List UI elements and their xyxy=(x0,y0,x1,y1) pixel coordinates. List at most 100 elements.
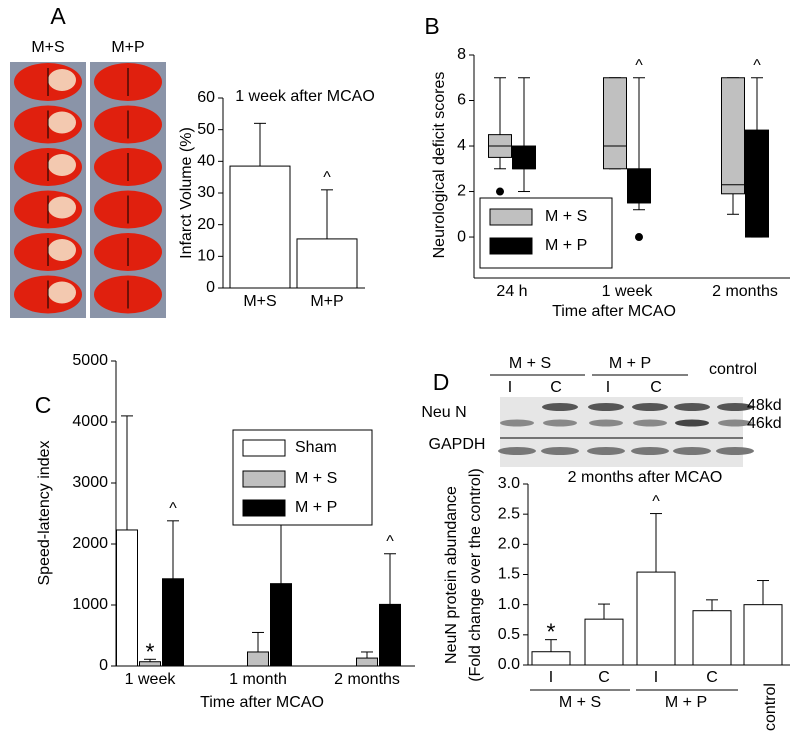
band-48 xyxy=(717,403,753,411)
band-46 xyxy=(718,419,752,427)
y-tick-label: 2000 xyxy=(72,535,108,552)
y-tick-label: 10 xyxy=(197,248,215,265)
bar xyxy=(229,165,291,289)
y-tick-label: 4 xyxy=(457,137,466,154)
band-46 xyxy=(543,419,577,427)
bar xyxy=(692,610,732,666)
size-label: 48kd xyxy=(747,397,782,414)
legend-label: M + S xyxy=(295,470,337,487)
infarct xyxy=(48,69,76,91)
band-gapdh xyxy=(673,447,711,455)
band-gapdh xyxy=(587,447,625,455)
panel-letter: A xyxy=(50,3,66,29)
annotation: ^ xyxy=(635,57,643,74)
bar xyxy=(743,604,783,666)
y-tick-label: 4000 xyxy=(72,413,108,430)
y-axis-label: Infarct Volume (%) xyxy=(178,127,195,259)
box xyxy=(627,168,651,204)
y-tick-label: 30 xyxy=(197,184,215,201)
annotation: ^ xyxy=(652,493,660,510)
bar xyxy=(296,238,358,289)
x-axis-label: Time after MCAO xyxy=(552,303,676,320)
blot-group: M + P xyxy=(609,355,651,372)
bar xyxy=(247,651,269,667)
band-gapdh xyxy=(541,447,579,455)
panel-letter: D xyxy=(433,369,450,395)
legend-label: M + S xyxy=(545,208,587,225)
y-tick-label: 0 xyxy=(99,657,108,674)
band-48 xyxy=(542,403,578,411)
y-tick-label: 1000 xyxy=(72,596,108,613)
band-46 xyxy=(675,419,709,427)
bar xyxy=(636,571,676,666)
x-axis-label: Time after MCAO xyxy=(200,694,324,711)
y-tick-label: 60 xyxy=(197,89,215,106)
x-tick-label: 24 h xyxy=(496,283,527,300)
y-axis-label: NeuN protein abundance xyxy=(443,486,460,664)
annotation: ^ xyxy=(169,500,177,517)
outlier xyxy=(635,233,643,242)
y-tick-label: 2 xyxy=(457,183,466,200)
bar xyxy=(584,618,624,666)
band-gapdh xyxy=(631,447,669,455)
band-gapdh xyxy=(716,447,754,455)
y-tick-label: 0.5 xyxy=(498,626,520,643)
lane-label: C xyxy=(650,379,662,396)
y-tick-label: 2.5 xyxy=(498,505,520,522)
y-tick-label: 3.0 xyxy=(498,475,520,492)
group-label: M + S xyxy=(559,694,601,711)
row-label: GAPDH xyxy=(429,436,486,453)
size-label: 46kd xyxy=(747,415,782,432)
legend-swatch xyxy=(489,237,533,255)
legend-swatch xyxy=(242,499,286,517)
y-tick-label: 0 xyxy=(457,228,466,245)
y-tick-label: 1.0 xyxy=(498,596,520,613)
y-tick-label: 1.5 xyxy=(498,566,520,583)
x-tick-label: I xyxy=(549,669,553,686)
band-46 xyxy=(633,419,667,427)
row-label: Neu N xyxy=(421,404,466,421)
x-tick-label: C xyxy=(598,669,610,686)
blot-group: M + S xyxy=(509,355,551,372)
legend-swatch xyxy=(242,470,286,488)
bar xyxy=(531,651,571,666)
bar xyxy=(116,529,138,667)
x-tick-label: C xyxy=(706,669,718,686)
legend-label: M + P xyxy=(295,499,337,516)
y-tick-label: 3000 xyxy=(72,474,108,491)
y-tick-label: 5000 xyxy=(72,352,108,369)
chart-title: 1 week after MCAO xyxy=(235,88,375,105)
legend-swatch xyxy=(489,208,533,226)
x-tick-label: M+P xyxy=(310,293,343,310)
legend-label: M + P xyxy=(545,237,587,254)
infarct xyxy=(48,154,76,176)
y-tick-label: 0 xyxy=(206,279,215,296)
box xyxy=(603,77,627,170)
slice-column-label: M+P xyxy=(111,39,144,56)
annotation: * xyxy=(146,638,155,664)
bar xyxy=(162,578,184,667)
bar xyxy=(270,583,292,667)
band-48 xyxy=(632,403,668,411)
x-tick-label: 1 week xyxy=(125,671,177,688)
band-48 xyxy=(588,403,624,411)
chart-title: 2 months after MCAO xyxy=(568,469,723,486)
legend-label: Sham xyxy=(295,439,337,456)
lane-label: C xyxy=(550,379,562,396)
y-tick-label: 20 xyxy=(197,216,215,233)
x-tick-label: control xyxy=(762,683,779,731)
x-tick-label: 1 week xyxy=(602,283,654,300)
y-tick-label: 50 xyxy=(197,121,215,138)
annotation: ^ xyxy=(386,533,394,550)
band-gapdh xyxy=(498,447,536,455)
box xyxy=(745,129,769,238)
infarct xyxy=(48,239,76,261)
y-tick-label: 8 xyxy=(457,46,466,63)
y-tick-label: 40 xyxy=(197,153,215,170)
outlier xyxy=(496,187,504,196)
annotation: * xyxy=(547,619,556,645)
box xyxy=(721,77,745,195)
x-tick-label: 2 months xyxy=(334,671,400,688)
legend-swatch xyxy=(242,439,286,457)
